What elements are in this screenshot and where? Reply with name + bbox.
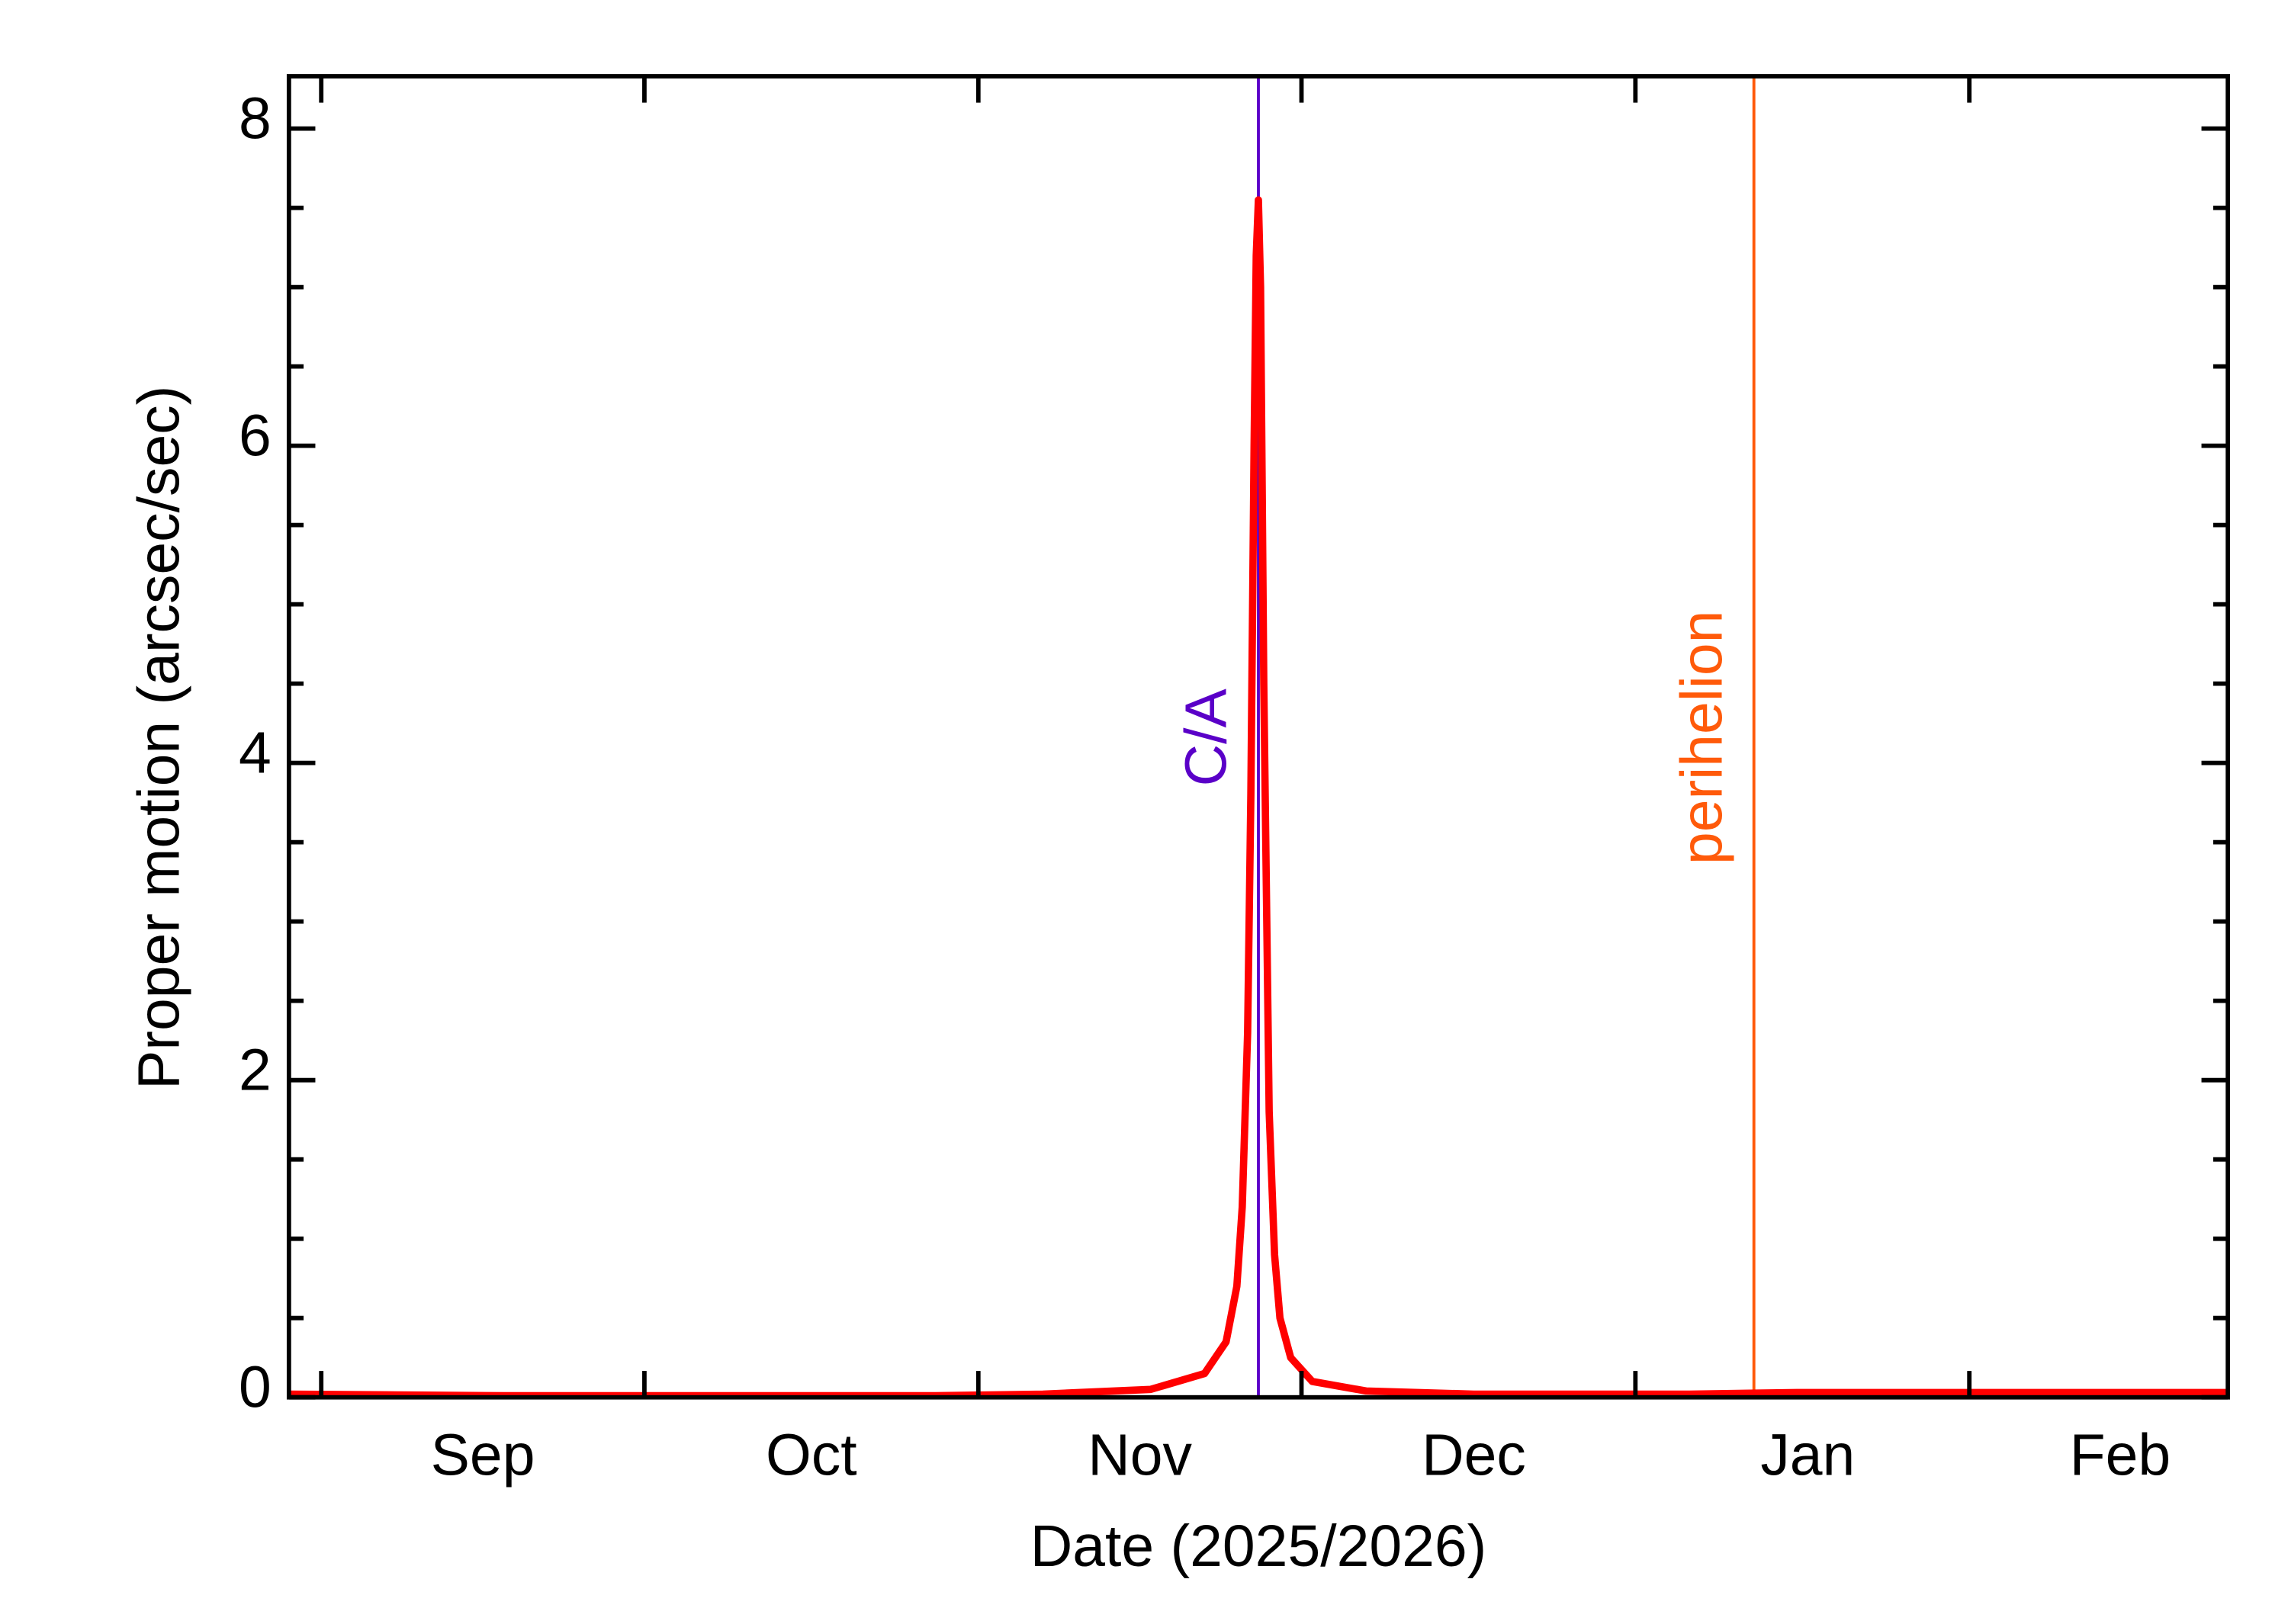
- y-tick-label: 4: [239, 720, 272, 785]
- y-tick-label: 8: [239, 85, 272, 151]
- y-tick-label: 6: [239, 403, 272, 468]
- x-tick-label: Feb: [2070, 1423, 2171, 1488]
- x-tick-label: Dec: [1422, 1423, 1526, 1488]
- x-tick-label: Jan: [1760, 1423, 1855, 1488]
- plot-frame: [286, 74, 2231, 1400]
- x-tick-label: Nov: [1088, 1423, 1192, 1488]
- marker-label: perihelion: [1669, 611, 1734, 865]
- y-axis-label: Proper motion (arcsec/sec): [127, 386, 192, 1090]
- x-tick-label: Oct: [766, 1423, 857, 1488]
- marker-label: C/A: [1174, 688, 1239, 787]
- y-tick-label: 0: [239, 1354, 272, 1420]
- y-tick-label: 2: [239, 1037, 272, 1102]
- x-tick-label: Sep: [431, 1423, 535, 1488]
- x-axis-label: Date (2025/2026): [1030, 1513, 1487, 1579]
